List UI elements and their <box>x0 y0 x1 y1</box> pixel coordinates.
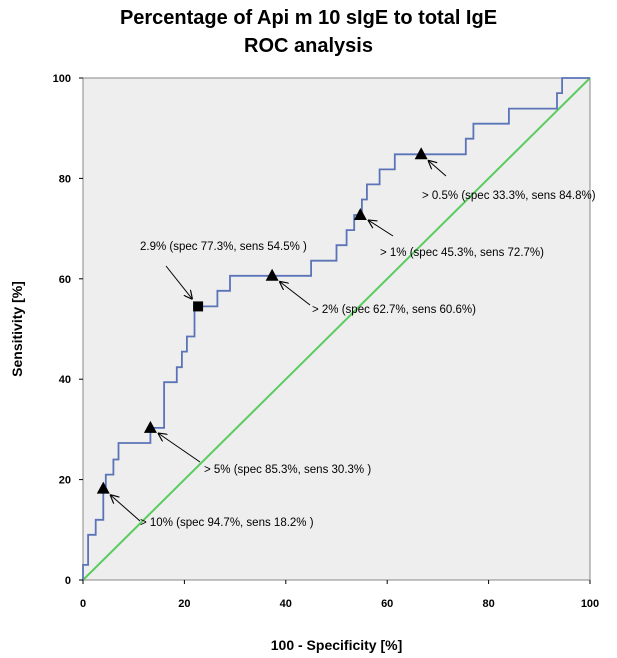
cutoff-marker-triangle <box>353 208 367 221</box>
cutoff-arrow <box>428 160 447 177</box>
x-tick-label: 20 <box>178 598 190 610</box>
y-tick-label: 20 <box>59 475 71 487</box>
y-tick-label: 40 <box>59 374 71 386</box>
cutoff-arrow <box>279 281 311 306</box>
y-tick-label: 60 <box>59 274 71 286</box>
reference-diagonal <box>82 77 591 581</box>
x-tick-label: 40 <box>280 598 292 610</box>
y-tick-label: 0 <box>65 575 71 587</box>
y-tick-label: 80 <box>59 173 71 185</box>
cutoff-marker-triangle <box>96 481 110 494</box>
x-tick-label: 80 <box>482 598 494 610</box>
cutoff-label: > 2% (spec 62.7%, sens 60.6%) <box>312 304 476 316</box>
cutoff-label: 2.9% (spec 77.3%, sens 54.5% ) <box>140 241 307 253</box>
cutoff-arrow <box>110 495 141 522</box>
cutoff-label: > 1% (spec 45.3%, sens 72.7%) <box>380 247 544 259</box>
x-tick-label: 100 <box>581 598 599 610</box>
cutoff-marker-triangle <box>414 147 428 160</box>
cutoff-arrow <box>158 433 201 463</box>
cutoff-label: > 5% (spec 85.3%, sens 30.3% ) <box>204 464 371 476</box>
y-tick-label: 100 <box>53 73 71 85</box>
cutoff-marker-square <box>193 301 204 312</box>
cutoff-marker-triangle <box>265 268 279 281</box>
cutoff-label: > 0.5% (spec 33.3%, sens 84.8%) <box>422 190 596 202</box>
chart-subtitle: ROC analysis <box>244 35 373 57</box>
cutoff-marker-triangle <box>143 420 157 433</box>
cutoff-arrow <box>165 265 192 299</box>
x-tick-label: 0 <box>80 598 86 610</box>
x-tick-label: 60 <box>381 598 393 610</box>
chart-title: Percentage of Api m 10 sIgE to total IgE <box>119 7 498 29</box>
cutoff-label: > 10% (spec 94.7%, sens 18.2% ) <box>140 517 314 529</box>
roc-curve <box>82 77 590 580</box>
cutoff-arrow <box>368 220 394 237</box>
y-axis-label: Sensitivity [%] <box>9 281 25 377</box>
x-axis-label: 100 - Specificity [%] <box>271 637 403 653</box>
